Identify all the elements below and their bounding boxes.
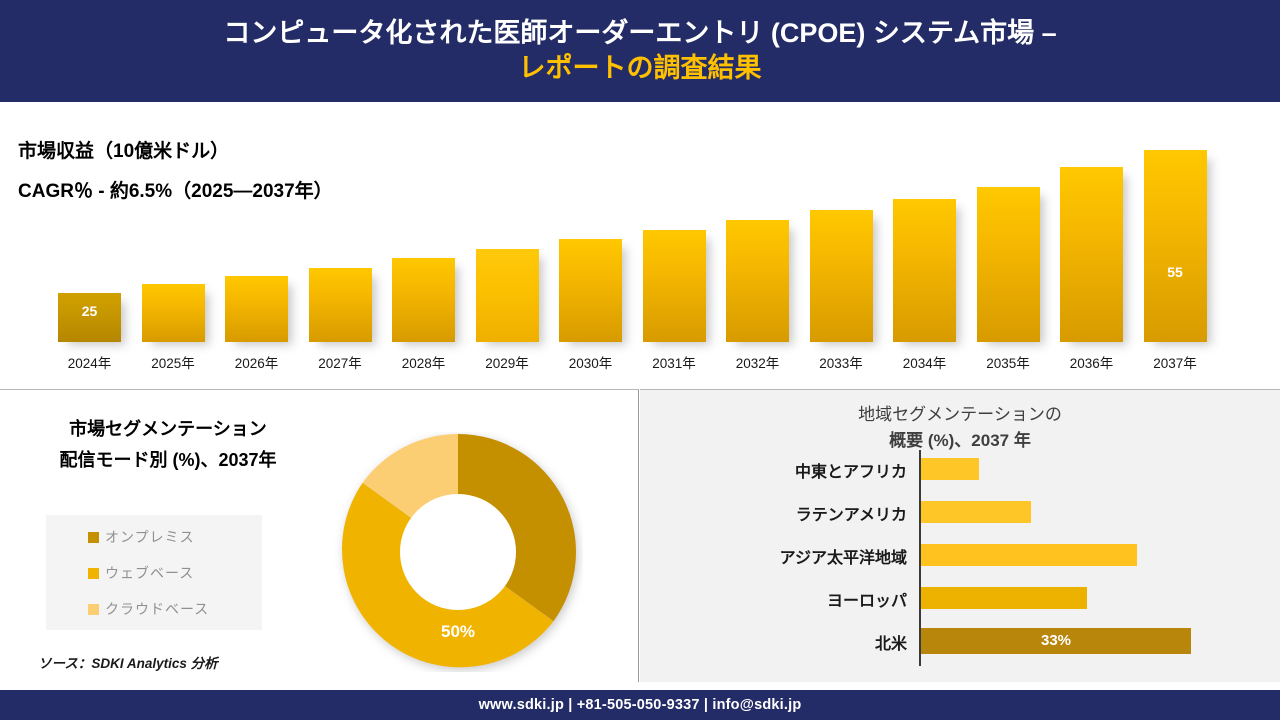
column-bar [1060, 167, 1123, 342]
region-chart-title: 地域セグメンテーションの 概要 (%)、2037 年 [640, 402, 1280, 455]
column-bar [58, 293, 121, 342]
region-bar-row: アジア太平洋地域 [640, 536, 1280, 579]
column-bar [225, 276, 288, 342]
column-bar [726, 220, 789, 342]
region-bar-label: ラテンアメリカ [795, 507, 907, 524]
column-bar [392, 258, 455, 342]
column-bar [1143, 150, 1207, 342]
column-bar [976, 187, 1040, 342]
legend-item[interactable]: ウェブベース [46, 555, 262, 591]
donut-chart-title: 市場セグメンテーション 配信モード別 (%)、2037年 [18, 414, 318, 475]
column-bar-item: 2029年 [475, 120, 539, 380]
column-bar-item: 2034年 [893, 120, 956, 380]
column-bar [141, 284, 205, 342]
region-bar-row: ヨーロッパ [640, 579, 1280, 622]
region-bar: 33% [921, 628, 1191, 654]
column-bar-item: 2025年 [141, 120, 205, 380]
donut-svg [341, 434, 576, 668]
legend-item-label: オンプレミス [105, 529, 195, 545]
column-bar-axis-label: 2024年 [67, 356, 112, 371]
column-bar [809, 210, 873, 342]
column-bar-axis-label: 2027年 [318, 356, 362, 371]
column-bar-axis-label: 2031年 [652, 356, 696, 371]
region-bar [921, 501, 1031, 523]
legend-item-label: ウェブベース [105, 565, 195, 581]
donut-title-line2: 配信モード別 (%)、2037年 [59, 449, 277, 470]
region-bar-label: アジア太平洋地域 [779, 550, 907, 567]
column-bar-axis-label: 2026年 [234, 356, 279, 371]
region-bar-label: 中東とアフリカ [794, 464, 907, 481]
cagr-caption: CAGR％ - 約6.5%（2025―2037年） [18, 181, 333, 202]
column-bar [893, 199, 956, 342]
column-bar-item: 2033年 [809, 120, 873, 380]
column-bar-axis-label: 2029年 [485, 356, 529, 371]
column-bar-axis-label: 2028年 [401, 356, 446, 371]
legend-item-label: クラウドベース [105, 601, 210, 617]
region-title-line1: 地域セグメンテーションの [858, 405, 1062, 424]
region-bar [921, 544, 1137, 566]
column-bar-axis-label: 2037年 [1153, 356, 1197, 371]
legend-swatch-icon [88, 603, 99, 615]
column-bar [475, 249, 539, 342]
column-bar-item: 2028年 [392, 120, 455, 380]
column-bar-axis-label: 2025年 [151, 356, 195, 371]
region-bar [921, 458, 979, 480]
regional-segmentation-bar-chart: 中東とアフリカ ラテンアメリカアジア太平洋地域ヨーロッパ北米 33% [640, 450, 1280, 683]
source-note: ソース：SDKI Analytics 分析 [38, 656, 218, 671]
donut-legend: オンプレミス ウェブベース クラウドベース [46, 515, 262, 630]
page-title-line2: レポートの調査結果 [518, 53, 762, 83]
column-bar-item: 25 2024年 [58, 120, 121, 380]
legend-item[interactable]: クラウドベース [46, 591, 262, 627]
column-bar-value-label: 55 [1167, 264, 1183, 280]
column-bar-item: 55 2037年 [1143, 120, 1207, 380]
donut-title-line1: 市場セグメンテーション [69, 419, 267, 439]
revenue-caption: 市場収益（10億米ドル） [18, 141, 230, 162]
legend-swatch-icon [88, 531, 99, 543]
column-bar-item: 2036年 [1060, 120, 1123, 380]
region-bar [921, 587, 1087, 609]
donut-chart: 50% [333, 432, 583, 672]
column-bar-item: 2031年 [642, 120, 706, 380]
region-bar-row: 北米 33% [640, 622, 1280, 665]
header-banner: コンピュータ化された医師オーダーエントリ (CPOE) システム市場 – レポー… [0, 0, 1280, 102]
region-bar-label: 北米 [874, 636, 907, 653]
region-title-line2: 概要 (%)、2037 年 [889, 431, 1031, 451]
column-bar-item: 2032年 [726, 120, 789, 380]
column-bar [559, 239, 622, 342]
column-bar-item: 2030年 [559, 120, 622, 380]
column-bar-axis-label: 2034年 [902, 356, 947, 371]
donut-hole [400, 494, 516, 610]
footer-bar: www.sdki.jp | +81-505-050-9337 | info@sd… [0, 690, 1280, 720]
column-bar-item: 2035年 [976, 120, 1040, 380]
column-bar [308, 268, 372, 342]
footer-contact-text: www.sdki.jp | +81-505-050-9337 | info@sd… [478, 697, 802, 713]
column-bar-axis-label: 2033年 [819, 356, 863, 371]
column-bar-item: 2027年 [308, 120, 372, 380]
region-bar-value-label: 33% [1040, 632, 1072, 649]
donut-slice-on-premise [458, 434, 576, 622]
market-segmentation-panel: 市場セグメンテーション 配信モード別 (%)、2037年 オンプレミス ウェブベー… [0, 389, 639, 682]
region-bar-row: ラテンアメリカ [640, 493, 1280, 536]
region-bar-row: 中東とアフリカ [640, 450, 1280, 493]
column-bar-axis-label: 2030年 [568, 356, 613, 371]
legend-item[interactable]: オンプレミス [46, 519, 262, 555]
market-revenue-column-chart: 25 2024年 2025年 2026年 2027年 2028年 2029年 2030年 203… [0, 120, 1280, 380]
column-bar-item: 2026年 [225, 120, 288, 380]
column-bar-axis-label: 2032年 [735, 356, 780, 371]
region-bar-label: ヨーロッパ [826, 593, 907, 610]
column-bar-axis-label: 2035年 [986, 356, 1030, 371]
page-title-line1: コンピュータ化された医師オーダーエントリ (CPOE) システム市場 – [223, 18, 1057, 49]
regional-segmentation-panel: 地域セグメンテーションの 概要 (%)、2037 年 中東とアフリカ ラテンアメリ… [640, 389, 1280, 682]
column-bar-value-label: 25 [81, 303, 98, 319]
region-axis-line [919, 450, 921, 666]
column-bar [642, 230, 706, 342]
legend-swatch-icon [88, 567, 99, 579]
column-bar-axis-label: 2036年 [1069, 356, 1114, 371]
